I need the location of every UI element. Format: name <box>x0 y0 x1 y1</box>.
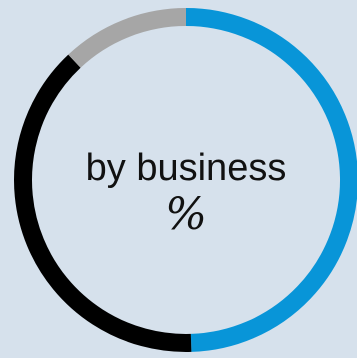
center-label-line-2: % <box>165 189 207 240</box>
donut-slice-2 <box>14 54 192 352</box>
donut-slice-3 <box>68 8 187 68</box>
center-label-line-1: by business <box>85 147 287 189</box>
donut-slice-1 <box>185 8 357 352</box>
